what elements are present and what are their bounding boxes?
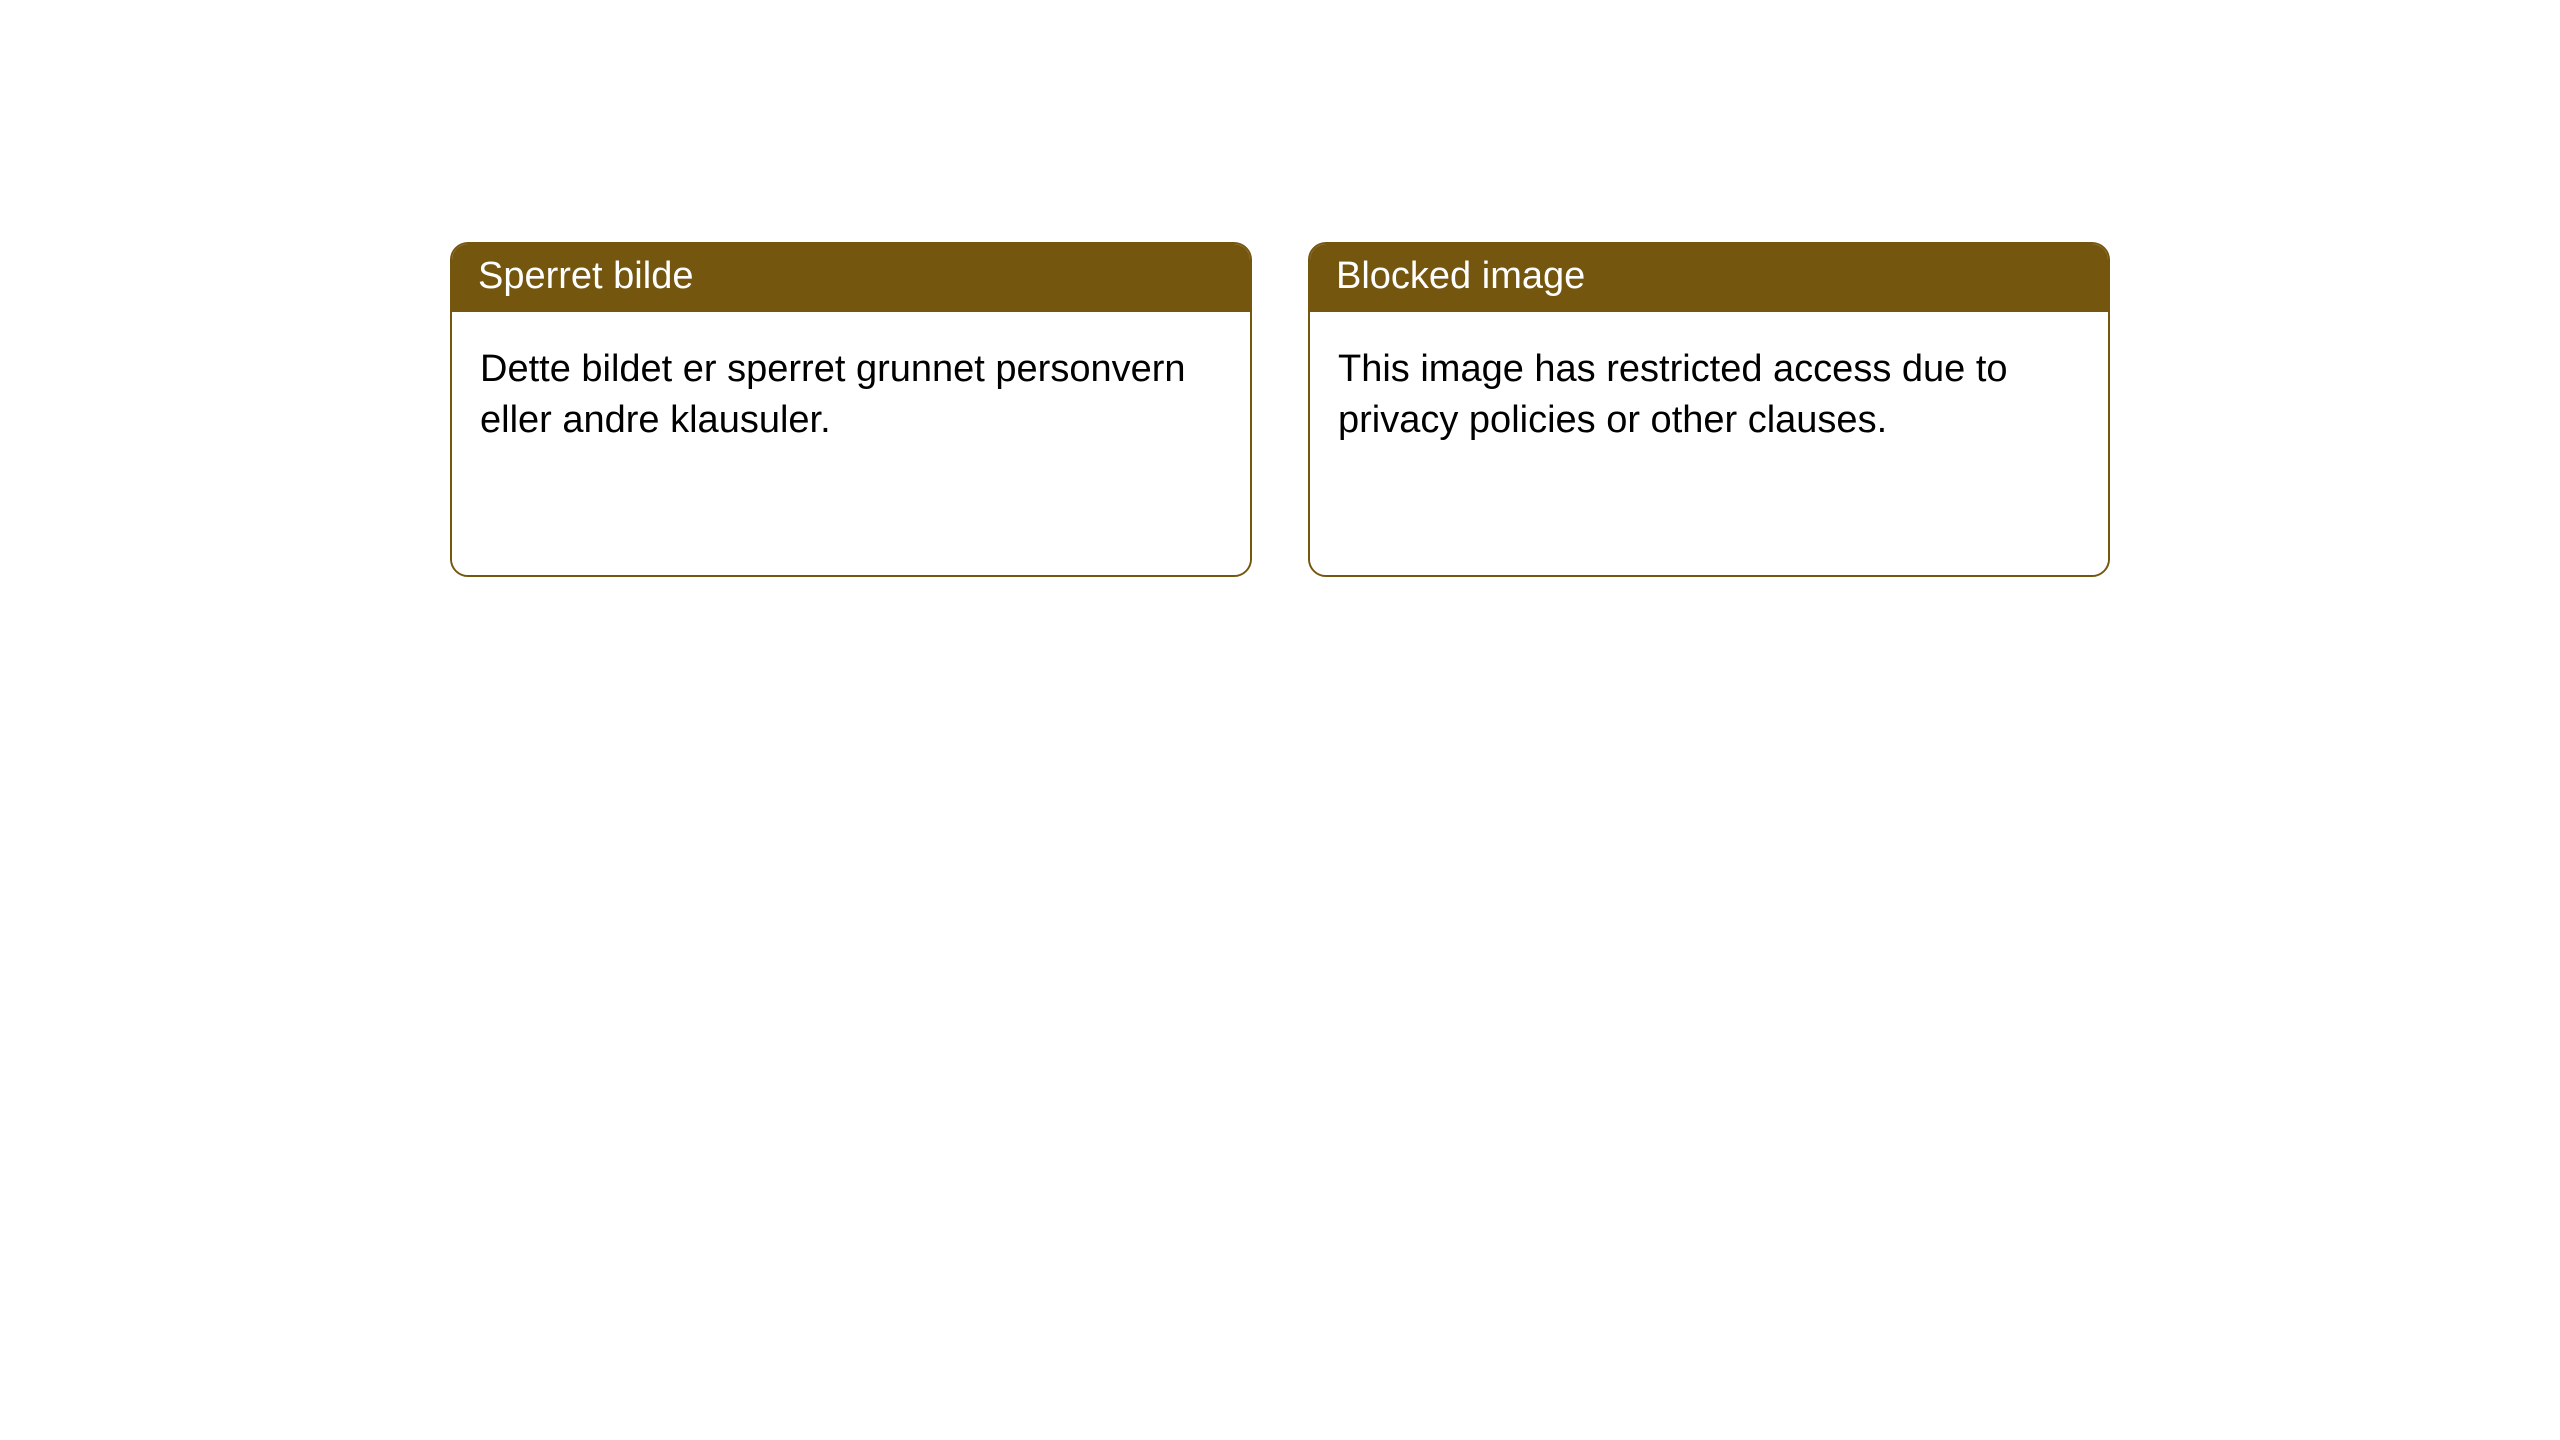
- card-header: Sperret bilde: [452, 244, 1250, 312]
- notice-card-english: Blocked image This image has restricted …: [1308, 242, 2110, 577]
- card-body: Dette bildet er sperret grunnet personve…: [452, 312, 1250, 575]
- notice-card-norwegian: Sperret bilde Dette bildet er sperret gr…: [450, 242, 1252, 577]
- card-header: Blocked image: [1310, 244, 2108, 312]
- notice-container: Sperret bilde Dette bildet er sperret gr…: [0, 0, 2560, 577]
- card-body: This image has restricted access due to …: [1310, 312, 2108, 575]
